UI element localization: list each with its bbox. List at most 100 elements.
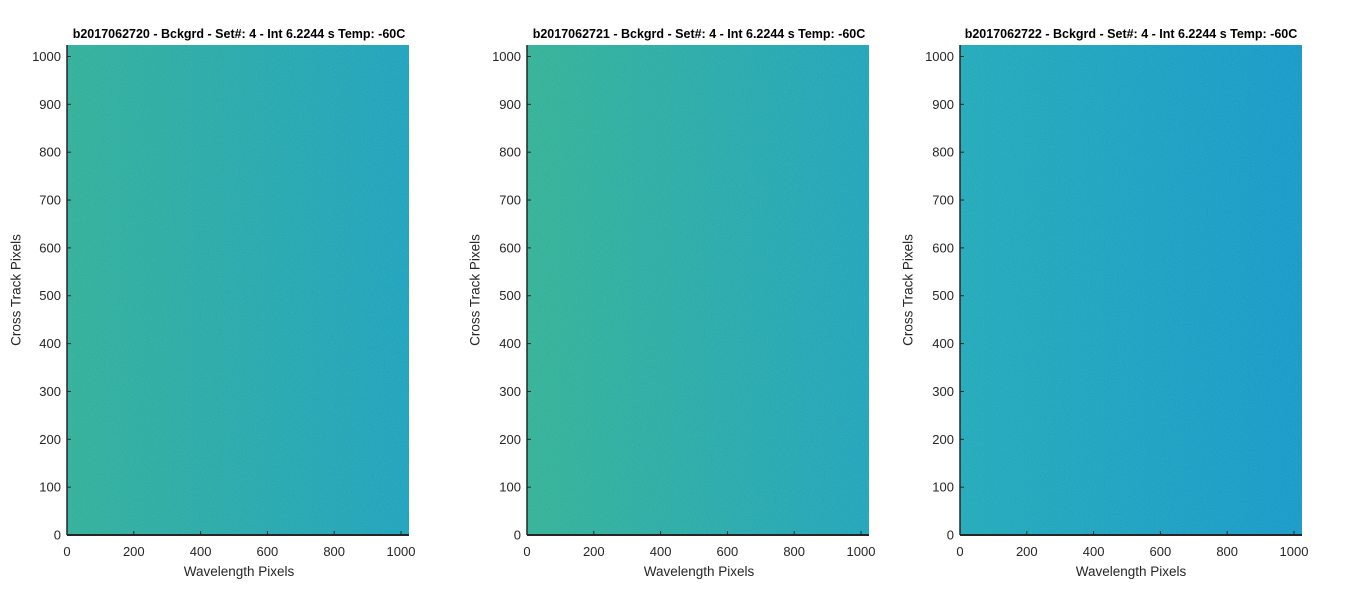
x-tick-label: 400 xyxy=(1083,544,1105,559)
y-tick: 0 xyxy=(54,528,71,543)
x-tick-label: 1000 xyxy=(847,544,876,559)
x-tick: 200 xyxy=(583,531,605,559)
x-tick-label: 200 xyxy=(123,544,145,559)
x-tick-label: 200 xyxy=(1016,544,1038,559)
x-tick: 0 xyxy=(63,531,71,559)
x-tick-label: 200 xyxy=(583,544,605,559)
y-tick: 400 xyxy=(499,336,531,351)
y-tick-label: 800 xyxy=(932,145,954,160)
y-tick: 600 xyxy=(39,240,71,255)
y-tick: 500 xyxy=(39,288,71,303)
heatmap-noise xyxy=(527,45,869,535)
y-tick: 100 xyxy=(932,480,964,495)
y-tick: 100 xyxy=(39,480,71,495)
y-tick-label: 500 xyxy=(932,288,954,303)
y-tick-label: 900 xyxy=(499,97,521,112)
y-tick: 500 xyxy=(932,288,964,303)
x-tick-label: 1000 xyxy=(1280,544,1309,559)
x-tick: 600 xyxy=(257,531,279,559)
y-tick-label: 500 xyxy=(499,288,521,303)
y-tick-label: 0 xyxy=(514,528,521,543)
y-tick-label: 700 xyxy=(499,193,521,208)
x-tick-label: 800 xyxy=(323,544,345,559)
x-tick: 0 xyxy=(523,531,531,559)
y-tick: 200 xyxy=(932,432,964,447)
y-tick: 800 xyxy=(39,145,71,160)
y-tick-label: 1000 xyxy=(925,49,954,64)
y-tick-label: 900 xyxy=(39,97,61,112)
y-tick-label: 800 xyxy=(39,145,61,160)
y-tick: 600 xyxy=(499,240,531,255)
x-tick: 1000 xyxy=(1280,531,1309,559)
y-tick-label: 200 xyxy=(932,432,954,447)
heatmap-noise xyxy=(960,45,1302,535)
x-tick: 200 xyxy=(1016,531,1038,559)
y-tick: 1000 xyxy=(32,49,71,64)
y-tick-label: 1000 xyxy=(492,49,521,64)
y-tick-label: 1000 xyxy=(32,49,61,64)
y-tick: 900 xyxy=(932,97,964,112)
heatmap-svg: 0 200 400 600 800 1000 0 100 200 300 400 500 600 700 8… xyxy=(925,45,1309,559)
y-tick: 1000 xyxy=(925,49,964,64)
heatmap-svg: 0 200 400 600 800 1000 0 100 200 300 400 500 600 700 8… xyxy=(492,45,876,559)
y-tick-label: 200 xyxy=(499,432,521,447)
y-tick: 300 xyxy=(932,384,964,399)
x-tick: 400 xyxy=(190,531,212,559)
heatmap-svg: 0 200 400 600 800 1000 0 100 200 300 400 500 600 700 8… xyxy=(32,45,415,559)
y-tick-label: 200 xyxy=(39,432,61,447)
y-tick-label: 100 xyxy=(39,480,61,495)
x-tick-label: 800 xyxy=(1216,544,1238,559)
y-tick: 0 xyxy=(947,528,964,543)
y-tick: 0 xyxy=(514,528,531,543)
y-tick-label: 300 xyxy=(499,384,521,399)
y-tick: 400 xyxy=(932,336,964,351)
y-tick-label: 700 xyxy=(932,193,954,208)
y-tick-label: 600 xyxy=(932,240,954,255)
y-tick: 200 xyxy=(39,432,71,447)
y-tick: 300 xyxy=(39,384,71,399)
y-tick-label: 300 xyxy=(39,384,61,399)
y-tick: 900 xyxy=(39,97,71,112)
x-tick: 400 xyxy=(650,531,672,559)
y-tick-label: 600 xyxy=(499,240,521,255)
x-axis-label: Wavelength Pixels xyxy=(183,564,295,579)
plot-title: b2017062720 - Bckgrd - Set#: 4 - Int 6.2… xyxy=(72,27,406,41)
y-tick-label: 700 xyxy=(39,193,61,208)
x-axis-label: Wavelength Pixels xyxy=(1075,564,1187,579)
plot-panel-2: 0 200 400 600 800 1000 0 100 200 300 400 500 600 700 8… xyxy=(460,0,910,600)
y-tick-label: 800 xyxy=(499,145,521,160)
x-tick-label: 400 xyxy=(190,544,212,559)
y-tick: 300 xyxy=(499,384,531,399)
x-tick-label: 600 xyxy=(1150,544,1172,559)
x-tick-label: 0 xyxy=(523,544,530,559)
y-axis-label: Cross Track Pixels xyxy=(467,234,483,346)
x-tick-label: 400 xyxy=(650,544,672,559)
y-tick: 100 xyxy=(499,480,531,495)
y-tick-label: 400 xyxy=(499,336,521,351)
y-tick: 900 xyxy=(499,97,531,112)
y-tick-label: 600 xyxy=(39,240,61,255)
y-tick-label: 400 xyxy=(932,336,954,351)
y-tick: 700 xyxy=(499,193,531,208)
x-tick-label: 0 xyxy=(63,544,70,559)
x-tick: 600 xyxy=(717,531,738,559)
x-tick: 400 xyxy=(1083,531,1105,559)
x-tick: 800 xyxy=(783,531,805,559)
plot-panel-1: 0 200 400 600 800 1000 0 100 200 300 400 500 600 700 8… xyxy=(0,0,450,600)
y-tick: 200 xyxy=(499,432,531,447)
x-tick: 1000 xyxy=(387,531,415,559)
y-tick-label: 400 xyxy=(39,336,61,351)
y-axis-label: Cross Track Pixels xyxy=(8,234,24,346)
plot-title: b2017062721 - Bckgrd - Set#: 4 - Int 6.2… xyxy=(532,27,866,41)
y-tick-label: 900 xyxy=(932,97,954,112)
x-tick-label: 800 xyxy=(783,544,805,559)
x-axis-label: Wavelength Pixels xyxy=(643,564,755,579)
x-tick: 800 xyxy=(323,531,345,559)
y-axis-label: Cross Track Pixels xyxy=(900,234,916,346)
y-tick-label: 0 xyxy=(54,528,61,543)
x-tick: 800 xyxy=(1216,531,1238,559)
y-tick-label: 100 xyxy=(499,480,521,495)
y-tick: 800 xyxy=(499,145,531,160)
x-tick-label: 600 xyxy=(257,544,279,559)
y-tick: 700 xyxy=(39,193,71,208)
